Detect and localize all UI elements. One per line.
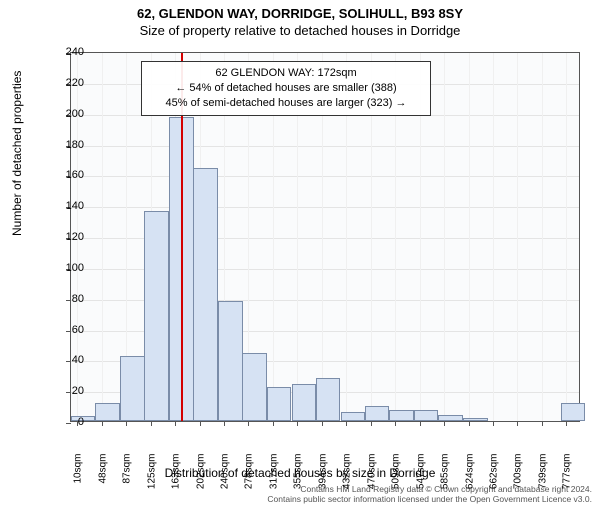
gridline-h xyxy=(71,146,579,147)
histogram-bar xyxy=(316,378,340,421)
gridline-v xyxy=(566,53,567,421)
xtick-mark xyxy=(102,421,103,426)
gridline-v xyxy=(102,53,103,421)
ytick-label: 40 xyxy=(44,354,84,366)
xtick-label: 240sqm xyxy=(220,454,231,504)
xtick-mark xyxy=(126,421,127,426)
histogram-bar xyxy=(341,412,365,421)
xtick-label: 432sqm xyxy=(342,454,353,504)
histogram-bar xyxy=(561,403,585,422)
xtick-mark xyxy=(566,421,567,426)
histogram-bar xyxy=(389,410,413,421)
histogram-bar xyxy=(267,387,291,421)
ytick-label: 0 xyxy=(44,416,84,428)
xtick-label: 585sqm xyxy=(439,454,450,504)
xtick-mark xyxy=(371,421,372,426)
y-axis-label: Number of detached properties xyxy=(10,71,24,236)
ytick-label: 100 xyxy=(44,262,84,274)
ytick-label: 140 xyxy=(44,200,84,212)
gridline-v xyxy=(444,53,445,421)
xtick-label: 394sqm xyxy=(318,454,329,504)
histogram-bar xyxy=(438,415,462,421)
histogram-bar xyxy=(242,353,266,421)
xtick-mark xyxy=(175,421,176,426)
xtick-label: 355sqm xyxy=(293,454,304,504)
histogram-bar xyxy=(218,301,242,421)
histogram-bar xyxy=(120,356,144,421)
histogram-bar xyxy=(144,211,168,421)
ytick-label: 60 xyxy=(44,324,84,336)
histogram-bar xyxy=(463,418,487,421)
xtick-mark xyxy=(297,421,298,426)
ytick-label: 80 xyxy=(44,293,84,305)
chart-title-address: 62, GLENDON WAY, DORRIDGE, SOLIHULL, B93… xyxy=(0,6,600,21)
xtick-mark xyxy=(248,421,249,426)
annotation-larger-pct: 45% of semi-detached houses are larger (… xyxy=(150,96,422,111)
xtick-mark xyxy=(322,421,323,426)
xtick-label: 509sqm xyxy=(391,454,402,504)
xtick-mark xyxy=(224,421,225,426)
gridline-v xyxy=(469,53,470,421)
annotation-property-size: 62 GLENDON WAY: 172sqm xyxy=(150,66,422,81)
histogram-bar xyxy=(292,384,316,421)
xtick-label: 87sqm xyxy=(122,454,133,504)
xtick-label: 163sqm xyxy=(170,454,181,504)
plot-area: 62 GLENDON WAY: 172sqm ← 54% of detached… xyxy=(70,52,580,422)
ytick-label: 20 xyxy=(44,385,84,397)
xtick-label: 125sqm xyxy=(146,454,157,504)
histogram-bar xyxy=(193,168,217,421)
ytick-label: 220 xyxy=(44,77,84,89)
histogram-bar xyxy=(365,406,389,421)
xtick-label: 777sqm xyxy=(562,454,573,504)
xtick-mark xyxy=(517,421,518,426)
chart-container: 62 GLENDON WAY: 172sqm ← 54% of detached… xyxy=(70,52,580,422)
xtick-label: 202sqm xyxy=(195,454,206,504)
xtick-mark xyxy=(273,421,274,426)
ytick-label: 240 xyxy=(44,46,84,58)
histogram-bar xyxy=(414,410,438,421)
annotation-smaller-pct: ← 54% of detached houses are smaller (38… xyxy=(150,81,422,96)
xtick-mark xyxy=(444,421,445,426)
ytick-label: 120 xyxy=(44,231,84,243)
ytick-label: 160 xyxy=(44,169,84,181)
xtick-mark xyxy=(542,421,543,426)
xtick-mark xyxy=(151,421,152,426)
ytick-label: 200 xyxy=(44,108,84,120)
xtick-mark xyxy=(493,421,494,426)
gridline-h xyxy=(71,176,579,177)
chart-title-description: Size of property relative to detached ho… xyxy=(0,23,600,38)
xtick-label: 48sqm xyxy=(97,454,108,504)
xtick-label: 317sqm xyxy=(269,454,280,504)
xtick-label: 624sqm xyxy=(464,454,475,504)
gridline-v xyxy=(542,53,543,421)
ytick-label: 180 xyxy=(44,139,84,151)
xtick-label: 662sqm xyxy=(489,454,500,504)
xtick-label: 10sqm xyxy=(73,454,84,504)
xtick-label: 470sqm xyxy=(366,454,377,504)
gridline-h xyxy=(71,207,579,208)
annotation-box: 62 GLENDON WAY: 172sqm ← 54% of detached… xyxy=(141,61,431,116)
xtick-label: 700sqm xyxy=(513,454,524,504)
histogram-bar xyxy=(95,403,119,422)
xtick-mark xyxy=(469,421,470,426)
xtick-label: 547sqm xyxy=(415,454,426,504)
xtick-label: 739sqm xyxy=(538,454,549,504)
gridline-v xyxy=(517,53,518,421)
xtick-mark xyxy=(200,421,201,426)
xtick-mark xyxy=(420,421,421,426)
gridline-v xyxy=(493,53,494,421)
xtick-label: 278sqm xyxy=(244,454,255,504)
xtick-mark xyxy=(395,421,396,426)
xtick-mark xyxy=(346,421,347,426)
